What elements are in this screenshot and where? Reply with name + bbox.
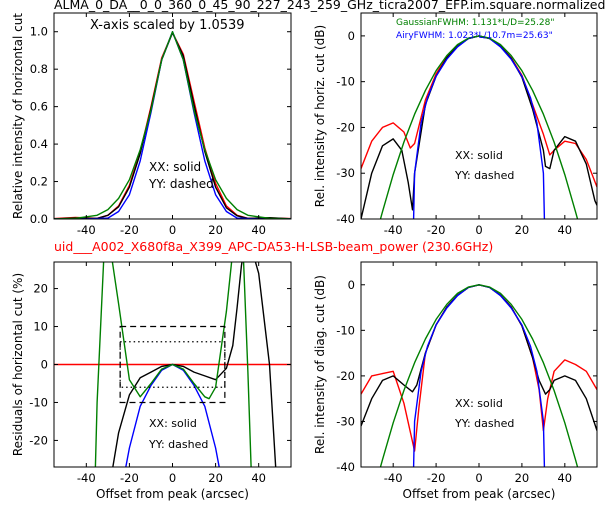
y-axis-label: Relative intensity of horizontal cut	[11, 13, 25, 219]
y-axis-label: Rel. intensity of horiz. cut (dB)	[313, 25, 327, 207]
y-tick-label: 0.6	[30, 100, 48, 114]
chart-panel-4: -40 -20 0 20 40 0 -10 -20 -30 -40 Rel. intensity o…	[313, 261, 598, 501]
y-tick-label: 0.4	[30, 137, 48, 151]
y-tick-label: 0	[348, 29, 355, 43]
x-tick-label: -20	[427, 223, 446, 237]
y-tick-label: -10	[336, 323, 355, 337]
series-line-3	[412, 35, 546, 219]
y-tick-label: 0	[41, 358, 48, 372]
y-tick-label: -30	[336, 414, 355, 428]
x-axis-label: Offset from peak (arcsec)	[96, 487, 249, 501]
series-line-2	[54, 32, 291, 219]
legend-entry: GaussianFWHM: 1.131*L/D=25.28"	[396, 18, 554, 28]
x-tick-label: 40	[251, 471, 266, 485]
x-tick-label: 0	[169, 223, 176, 237]
y-tick-label: -10	[29, 395, 48, 409]
axes-frame	[360, 261, 598, 468]
x-tick-label: -40	[384, 471, 403, 485]
y-tick-label: 0.2	[30, 175, 48, 189]
annotation-text: XX: solid	[149, 417, 197, 430]
x-tick-label: 0	[475, 471, 482, 485]
annotation-text: XX: solid	[455, 397, 503, 410]
series-line-3	[412, 284, 546, 467]
annotation-text: XX: solid	[455, 149, 503, 162]
y-tick-label: 20	[33, 282, 48, 296]
y-tick-label: -40	[336, 212, 355, 226]
y-tick-label: -20	[29, 433, 48, 447]
figure-title: ALMA_0_DA__0_0_360_0_45_90_227_243_259_G…	[54, 0, 605, 12]
y-tick-label: -30	[336, 166, 355, 180]
dotted-tolerance-box	[119, 341, 226, 388]
annotation-text: YY: dashed	[148, 438, 208, 451]
y-tick-label: -20	[336, 120, 355, 134]
series-line-2	[361, 35, 597, 219]
chart-panel-1: -40 -20 0 20 40 0.0 0.2 0.4 0.6 0.8 1.0 Relative in…	[11, 12, 292, 237]
legend-entry: AiryFWHM: 1.023*L/10.7m=25.63"	[396, 31, 553, 41]
y-tick-label: 1.0	[30, 25, 48, 39]
x-tick-label: 20	[515, 471, 530, 485]
x-tick-label: 40	[557, 223, 572, 237]
x-tick-label: -40	[384, 223, 403, 237]
x-tick-label: 0	[169, 471, 176, 485]
annotation-text: YY: dashed	[148, 177, 214, 191]
annotation-text: X-axis scaled by 1.0539	[90, 18, 245, 33]
annotation-text: YY: dashed	[454, 417, 514, 430]
x-tick-label: 20	[515, 223, 530, 237]
x-tick-label: 0	[475, 223, 482, 237]
x-tick-label: -40	[77, 223, 96, 237]
y-tick-label: -20	[336, 369, 355, 383]
y-tick-label: 10	[33, 320, 48, 334]
y-tick-label: 0.8	[30, 62, 48, 76]
series-line-4	[379, 35, 579, 219]
series-line-4	[54, 31, 291, 219]
y-tick-label: -10	[336, 75, 355, 89]
x-tick-label: 20	[208, 471, 223, 485]
x-tick-label: 40	[251, 223, 266, 237]
series-line-4	[94, 262, 252, 467]
series-line-4	[379, 284, 579, 467]
x-axis-label: Offset from peak (arcsec)	[403, 487, 556, 501]
axes-frame	[360, 12, 598, 220]
x-tick-label: 20	[208, 223, 223, 237]
y-tick-label: 0	[348, 278, 355, 292]
x-tick-label: -20	[120, 471, 139, 485]
x-tick-label: -20	[120, 223, 139, 237]
annotation-text: YY: dashed	[454, 169, 514, 182]
x-tick-label: 40	[557, 471, 572, 485]
y-tick-label: -40	[336, 460, 355, 474]
chart-panel-3: -40 -20 0 20 40 20 10 0 -10 -20 Residuals of horiz…	[11, 261, 292, 501]
chart-panel-2: -40 -20 0 20 40 0 -10 -20 -30 -40 Rel. intensity o…	[313, 12, 598, 237]
figure-subtitle: uid___A002_X680f8a_X399_APC-DA53-H-LSB-b…	[54, 239, 493, 254]
annotation-text: XX: solid	[149, 160, 201, 174]
x-tick-label: -20	[427, 471, 446, 485]
series-line-2	[112, 262, 277, 467]
y-axis-label: Residuals of horizontal cut (%)	[11, 273, 25, 456]
y-tick-label: 0.0	[30, 212, 48, 226]
y-axis-label: Rel. intensity of diag. cut (dB)	[313, 275, 327, 454]
x-tick-label: -40	[77, 471, 96, 485]
